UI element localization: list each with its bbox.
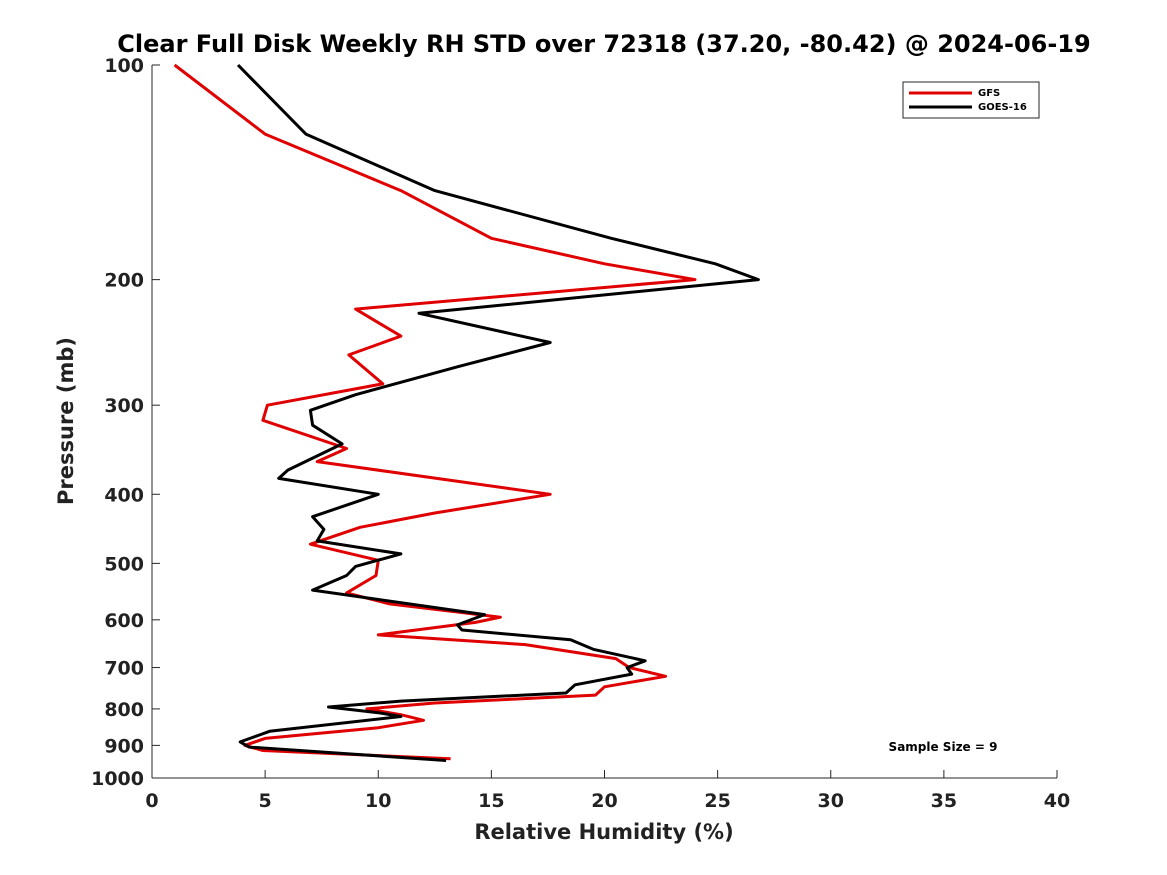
y-tick-label: 300 <box>104 395 144 417</box>
x-tick-label: 15 <box>478 790 504 812</box>
y-tick-label: 400 <box>104 484 144 506</box>
y-axis-ticks: 100 200 300 400 500 600 700 800 900 1000 <box>91 55 160 790</box>
sample-size-annotation: Sample Size = 9 <box>889 740 998 754</box>
y-tick-label: 800 <box>104 699 144 721</box>
y-tick-label: 900 <box>104 735 144 757</box>
x-tick-label: 35 <box>931 790 957 812</box>
y-axis-label: Pressure (mb) <box>54 337 78 505</box>
legend: GFS GOES-16 <box>902 81 1040 119</box>
y-tick-label: 200 <box>104 270 144 292</box>
y-tick-label: 700 <box>104 658 144 680</box>
y-tick-label: 600 <box>104 610 144 632</box>
plot-axes <box>151 65 1057 779</box>
legend-label-gfs: GFS <box>978 88 1000 99</box>
series-line-goes16 <box>236 63 760 762</box>
y-tick-label: 500 <box>104 553 144 575</box>
x-tick-label: 25 <box>704 790 730 812</box>
legend-label-goes16: GOES-16 <box>978 102 1027 113</box>
x-tick-label: 10 <box>365 790 391 812</box>
x-tick-label: 0 <box>145 790 158 812</box>
legend-box <box>902 81 1040 119</box>
chart-title: Clear Full Disk Weekly RH STD over 72318… <box>117 30 1090 58</box>
y-tick-label: 100 <box>104 55 144 77</box>
x-tick-label: 20 <box>591 790 617 812</box>
data-series <box>173 63 760 762</box>
x-axis-label: Relative Humidity (%) <box>474 820 733 844</box>
y-tick-label: 1000 <box>91 768 144 790</box>
x-tick-label: 30 <box>818 790 844 812</box>
x-axis-ticks: 0 5 10 15 20 25 30 35 40 <box>145 770 1070 812</box>
x-tick-label: 40 <box>1044 790 1070 812</box>
x-tick-label: 5 <box>259 790 272 812</box>
